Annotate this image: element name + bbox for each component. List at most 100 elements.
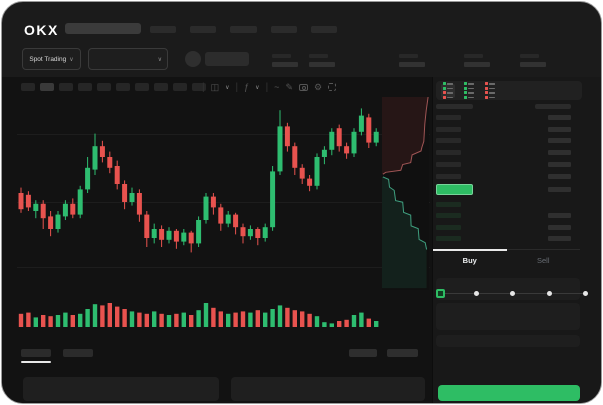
icon-row (464, 95, 474, 99)
orderbook-view-asks-only-icon[interactable] (483, 82, 497, 99)
orderbook-toolbar (436, 81, 582, 100)
bottom-panel-left (23, 377, 219, 401)
icon-cell (443, 86, 446, 90)
icon-cell (485, 91, 488, 95)
header-button-placeholder[interactable] (205, 52, 249, 66)
bid-row-amount[interactable] (548, 213, 571, 218)
timeframe-button[interactable] (78, 83, 92, 91)
slider-handle[interactable] (436, 289, 445, 298)
fullscreen-icon[interactable] (328, 83, 337, 91)
bid-row-price[interactable] (436, 201, 461, 207)
bid-row-price[interactable] (436, 213, 461, 218)
amount-input[interactable] (436, 303, 580, 330)
icon-line (489, 83, 495, 85)
slider-stop-dot[interactable] (583, 291, 588, 296)
ask-row-price[interactable] (436, 126, 461, 132)
timeframe-button[interactable] (40, 83, 54, 91)
ask-row-price[interactable] (436, 150, 461, 156)
orderbook-view-combined-icon[interactable] (441, 82, 455, 99)
candlestick-chart[interactable] (16, 97, 381, 292)
ticker-stat-value (399, 62, 425, 67)
sell-tab-label: Sell (536, 256, 550, 265)
icon-row (485, 91, 495, 95)
ask-row-amount[interactable] (548, 161, 571, 167)
gridline (17, 267, 430, 268)
nav-item-placeholder[interactable] (150, 26, 176, 33)
ticker-stat-label (520, 54, 539, 58)
depth-chart[interactable] (382, 97, 429, 290)
bottom-button[interactable] (349, 349, 377, 357)
settings-icon[interactable]: ⚙ (313, 81, 323, 92)
timeframe-button[interactable] (59, 83, 73, 91)
buy-tab[interactable]: Buy (433, 249, 507, 271)
chevron-down-icon: ∨ (157, 56, 162, 63)
line-tool-icon[interactable]: ~ (274, 82, 280, 92)
draw-icon[interactable]: ✎ (285, 81, 293, 92)
slider-stop-dot[interactable] (473, 291, 479, 296)
total-input[interactable] (436, 335, 580, 347)
orderbook-view-bids-only-icon[interactable] (462, 82, 476, 99)
nav-item-placeholder[interactable] (230, 26, 257, 33)
gridline (17, 202, 430, 203)
market-type-dropdown[interactable]: Spot Trading ∨ (22, 48, 81, 70)
chart-bottom-tabs (21, 349, 93, 357)
ask-row-price[interactable] (436, 161, 461, 167)
icon-row (443, 86, 453, 90)
ask-row-price[interactable] (436, 173, 461, 179)
sell-tab[interactable]: Sell (507, 250, 581, 271)
bid-row-price[interactable] (436, 224, 461, 230)
buy-submit-button[interactable] (438, 385, 580, 401)
nav-item-placeholder[interactable] (190, 26, 216, 33)
ask-row-amount[interactable] (548, 150, 571, 156)
last-price-badge[interactable] (436, 184, 473, 195)
avatar[interactable] (185, 51, 201, 67)
timeframe-button[interactable] (116, 83, 130, 91)
timeframe-button[interactable] (192, 83, 206, 91)
chevron-down-icon: ∨ (69, 56, 74, 63)
icon-cell (464, 95, 467, 99)
timeframe-button[interactable] (21, 83, 35, 91)
okx-logo[interactable]: OKX (24, 22, 59, 38)
timeframe-button[interactable] (97, 83, 111, 91)
ask-row-price[interactable] (436, 138, 461, 144)
ticker-stat-value (520, 62, 546, 67)
icon-line (489, 92, 495, 94)
timeframe-button[interactable] (135, 83, 149, 91)
ask-row-amount[interactable] (548, 138, 571, 144)
chart-type-icon[interactable]: ◫ (210, 81, 220, 92)
search-input[interactable] (65, 23, 141, 34)
ticker-stat-label (272, 54, 291, 58)
bottom-right-buttons (349, 349, 418, 357)
bottom-tab-active[interactable] (21, 349, 51, 357)
indicators-icon[interactable]: ƒ (244, 82, 250, 92)
chevron-down-icon[interactable]: ∨ (225, 84, 230, 91)
ask-row-amount[interactable] (548, 173, 571, 179)
market-type-label: Spot Trading (29, 55, 67, 63)
slider-stop-dot[interactable] (546, 291, 552, 296)
camera-icon[interactable] (298, 83, 308, 91)
icon-row (485, 82, 495, 86)
nav-item-placeholder[interactable] (271, 26, 297, 33)
bid-row-amount[interactable] (548, 236, 571, 241)
ticker-stat (272, 54, 298, 67)
ask-row-price[interactable] (436, 115, 461, 120)
ask-row-amount[interactable] (548, 115, 571, 120)
timeframe-button[interactable] (154, 83, 168, 91)
bid-row-price[interactable] (436, 236, 461, 241)
ask-row-amount[interactable] (548, 126, 571, 132)
nav-item-placeholder[interactable] (311, 26, 337, 33)
icon-cell (464, 91, 467, 95)
price-input[interactable] (436, 278, 580, 300)
ticker-stat (464, 54, 490, 67)
bottom-tab[interactable] (63, 349, 93, 357)
icon-line (447, 96, 453, 98)
chevron-down-icon[interactable]: ∨ (255, 84, 260, 91)
bottom-button[interactable] (387, 349, 418, 357)
icon-line (468, 87, 474, 89)
slider-stop-dot[interactable] (510, 291, 515, 296)
ticker-stat (520, 54, 546, 67)
bid-row-amount[interactable] (548, 224, 571, 230)
pair-selector-dropdown[interactable]: ∨ (88, 48, 168, 70)
icon-cell (485, 82, 488, 86)
timeframe-button[interactable] (173, 83, 187, 91)
